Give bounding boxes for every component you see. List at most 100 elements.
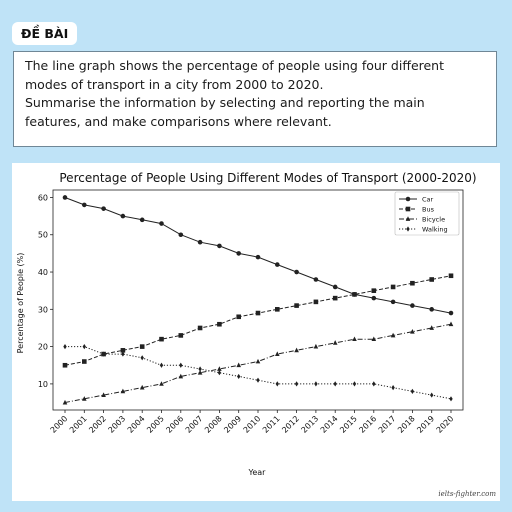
x-tick-label: 2001 (68, 414, 89, 435)
legend-label-walking: Walking (422, 226, 448, 234)
data-point-walking (140, 355, 144, 361)
data-point-bus (275, 307, 280, 312)
data-point-bicycle (197, 370, 203, 375)
data-point-walking (333, 381, 337, 387)
data-point-bus (294, 303, 299, 308)
prompt-line: modes of transport in a city from 2000 t… (25, 76, 324, 92)
x-tick-label: 2018 (396, 414, 417, 435)
legend-marker-walking (406, 226, 410, 232)
data-point-car (101, 206, 106, 211)
data-point-walking (82, 344, 86, 350)
y-tick-label: 40 (38, 268, 48, 277)
data-point-car (371, 295, 377, 301)
x-tick-label: 2002 (87, 414, 108, 435)
data-point-bicycle (236, 362, 241, 368)
data-point-bicycle (62, 399, 68, 405)
data-point-walking (430, 392, 434, 398)
data-point-bus (448, 273, 454, 279)
data-point-walking (237, 373, 241, 380)
data-point-bus (62, 362, 68, 368)
data-point-bicycle (139, 384, 145, 390)
x-tick-label: 2012 (280, 414, 301, 435)
data-point-car (82, 202, 87, 208)
data-point-walking (198, 366, 202, 372)
data-point-walking (63, 344, 67, 350)
x-tick-label: 2000 (49, 414, 70, 435)
source-credit: ielts-fighter.com (438, 490, 496, 498)
prompt-line: Summarise the information by selecting a… (25, 95, 425, 110)
data-point-bus (178, 333, 184, 338)
data-point-bus (159, 336, 164, 342)
data-point-bicycle (275, 351, 280, 356)
data-point-walking (314, 381, 318, 387)
data-point-bicycle (448, 321, 454, 327)
x-axis-label: Year (248, 468, 267, 477)
data-point-walking (217, 370, 222, 376)
legend-marker-bicycle (405, 216, 411, 221)
y-tick-label: 60 (38, 193, 48, 202)
data-point-walking (101, 351, 106, 357)
data-point-car (275, 262, 280, 267)
x-tick-label: 2020 (435, 414, 456, 435)
data-point-car (390, 299, 396, 305)
data-point-bicycle (217, 366, 222, 371)
y-axis-label: Percentage of People (%) (16, 253, 25, 354)
data-point-car (236, 251, 241, 256)
x-tick-label: 2004 (126, 414, 147, 435)
data-point-bus (332, 295, 338, 301)
y-tick-label: 10 (38, 380, 48, 389)
data-point-bicycle (255, 358, 261, 364)
x-tick-label: 2010 (242, 414, 263, 435)
data-point-car (332, 284, 338, 290)
data-point-car (120, 213, 126, 219)
data-point-car (429, 307, 435, 312)
x-tick-label: 2019 (415, 414, 436, 435)
data-point-bicycle (390, 332, 396, 338)
data-point-bicycle (82, 396, 87, 401)
x-tick-label: 2005 (145, 414, 166, 435)
data-point-bus (410, 280, 415, 286)
data-point-walking (159, 362, 164, 368)
legend-label-car: Car (422, 196, 434, 204)
data-point-bus (352, 292, 357, 297)
x-tick-label: 2011 (261, 414, 282, 435)
data-point-bus (139, 344, 145, 349)
chart-card: Percentage of People Using Different Mod… (12, 163, 500, 501)
data-point-walking (275, 381, 279, 387)
x-tick-label: 2006 (164, 414, 185, 435)
x-tick-label: 2014 (319, 414, 340, 435)
data-point-bus (255, 310, 261, 316)
task-prompt: The line graph shows the percentage of p… (13, 51, 497, 147)
data-point-bicycle (332, 340, 338, 345)
data-point-bicycle (120, 388, 126, 394)
data-point-bus (371, 288, 377, 293)
x-tick-label: 2015 (338, 414, 359, 435)
data-point-car (448, 310, 454, 316)
line-chart: Percentage of People Using Different Mod… (16, 171, 477, 477)
data-point-walking (449, 396, 453, 402)
data-point-car (410, 303, 415, 308)
x-tick-label: 2008 (203, 414, 224, 435)
task-badge: ĐỀ BÀI (12, 22, 78, 45)
legend-label-bicycle: Bicycle (422, 216, 445, 224)
data-point-walking (372, 381, 376, 387)
y-tick-label: 30 (38, 305, 48, 314)
x-tick-label: 2013 (300, 414, 321, 435)
y-tick-label: 20 (38, 343, 48, 352)
x-tick-label: 2017 (377, 414, 398, 435)
data-point-bicycle (410, 328, 415, 334)
prompt-line: The line graph shows the percentage of p… (25, 58, 445, 73)
data-point-walking (410, 388, 415, 394)
data-point-bicycle (313, 343, 319, 349)
data-point-bicycle (101, 392, 106, 397)
data-point-bus (429, 277, 434, 282)
legend-box (394, 191, 460, 236)
data-point-bicycle (371, 336, 377, 342)
data-point-car (294, 269, 299, 275)
data-point-car (62, 195, 68, 200)
data-point-bicycle (352, 336, 357, 342)
x-tick-label: 2009 (222, 414, 243, 435)
legend-marker-bus (405, 206, 411, 212)
data-point-walking (352, 381, 357, 387)
data-point-walking (121, 351, 125, 357)
